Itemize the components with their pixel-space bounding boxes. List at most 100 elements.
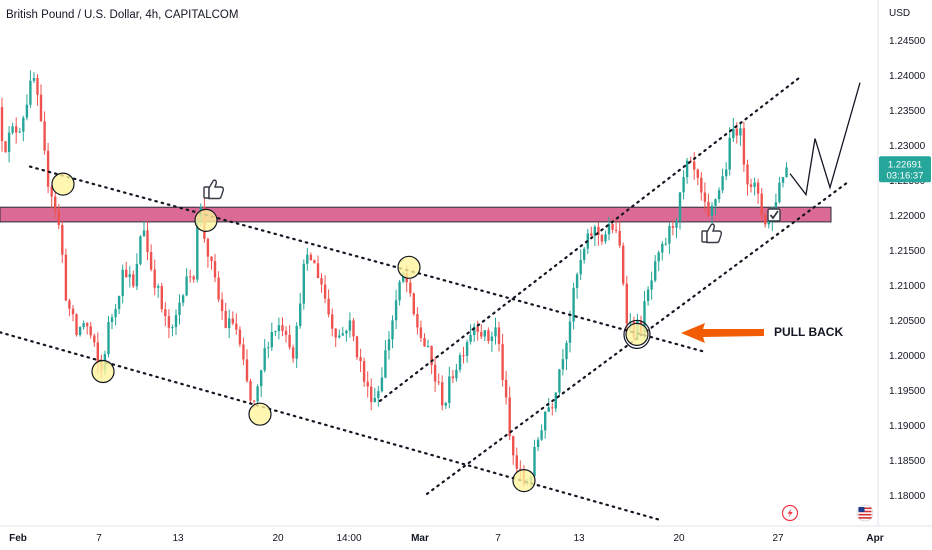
candle-body [547, 407, 550, 412]
candle-body [114, 309, 117, 318]
candle-body [174, 315, 178, 328]
candle-body [735, 128, 738, 136]
candle-body [558, 369, 561, 393]
candle-body [153, 269, 156, 288]
time-axis[interactable]: Feb 7 13 20 14:00 Mar 7 13 20 27 Apr [0, 525, 932, 544]
candle-body [11, 126, 14, 133]
candle-body [490, 336, 494, 341]
candle-body [604, 234, 607, 242]
candle-body [0, 107, 4, 142]
candle-body [515, 455, 518, 469]
candle-body [732, 128, 735, 138]
candle-body [323, 284, 327, 299]
candle-body [451, 376, 455, 379]
candle-body [149, 252, 153, 270]
candle-body [238, 329, 242, 345]
candle-body [565, 342, 568, 360]
candle-body [68, 300, 71, 309]
thumb-hand [706, 223, 723, 244]
candle-body [487, 330, 490, 341]
flag-stripe [858, 513, 872, 516]
candle-body [235, 323, 238, 330]
candle-body [721, 176, 724, 191]
candle-body [785, 167, 788, 178]
x-tick-label: Mar [411, 533, 429, 544]
candle-body [646, 289, 650, 302]
checkmark-box [767, 208, 781, 222]
price-axis[interactable]: USD1.245001.240001.235001.230001.225001.… [877, 0, 932, 550]
candle-body [252, 400, 256, 402]
candle-body [480, 331, 483, 337]
candle-body [671, 226, 675, 228]
candle-body [110, 317, 114, 322]
candle-body [483, 330, 486, 337]
candle-body [441, 382, 444, 406]
candle-body [50, 186, 53, 197]
candle-body [117, 295, 121, 309]
candle-body [394, 300, 398, 321]
candle-body [597, 226, 600, 235]
touch-point-circle [51, 172, 75, 196]
candle-body [231, 318, 234, 324]
candle-body [611, 224, 614, 230]
candle-body [618, 230, 621, 246]
candle-body [71, 308, 75, 315]
candle-body [192, 276, 195, 280]
candle-body [749, 184, 753, 187]
candle-body [89, 326, 92, 336]
resistance-zone [0, 206, 832, 223]
y-tick-label: 1.18000 [889, 491, 926, 502]
touch-point-circle [625, 322, 649, 346]
x-tick-label: Feb [9, 533, 27, 544]
candle-body [86, 323, 89, 327]
candle-body [696, 169, 699, 178]
last-price-badge[interactable] [879, 156, 931, 183]
candle-body [742, 128, 746, 165]
candle-body [373, 397, 376, 403]
candle-body [583, 248, 586, 260]
chart-title: British Pound / U.S. Dollar, 4h, CAPITAL… [6, 9, 239, 21]
candle-body [96, 342, 99, 363]
candle-body [536, 439, 540, 447]
candle-body [725, 169, 728, 177]
circled-points-layer [51, 172, 651, 493]
candle-body [128, 274, 131, 278]
thumb-hand [208, 179, 225, 200]
candle-body [614, 229, 618, 231]
lightning-event-icon[interactable] [781, 504, 799, 522]
lightning-bolt [787, 508, 793, 518]
candle-body [22, 117, 25, 132]
candle-body [781, 177, 785, 183]
candle-body [433, 364, 437, 382]
candle-body [678, 192, 682, 221]
forecast-path [789, 82, 861, 197]
y-tick-label: 1.20500 [889, 316, 926, 327]
candle-body [391, 320, 394, 340]
candle-body [39, 94, 43, 122]
candle-body [75, 314, 78, 335]
candle-body [774, 202, 778, 208]
candle-body [18, 131, 21, 133]
candle-body [728, 138, 731, 170]
candle-body [64, 254, 68, 301]
candle-body [778, 182, 781, 203]
candle-body [685, 160, 689, 178]
us-flag-icon[interactable] [856, 504, 874, 522]
candle-body [519, 468, 522, 470]
candle-body [494, 327, 497, 337]
thumb-cuff [701, 230, 708, 243]
candle-body [380, 377, 384, 392]
flag-canton [858, 507, 865, 512]
candle-body [717, 190, 721, 200]
y-tick-label: 1.21500 [889, 246, 926, 257]
candle-body [164, 309, 167, 317]
candle-body [533, 447, 536, 477]
candle-body [497, 327, 501, 345]
candle-body [196, 220, 199, 280]
candle-body [82, 323, 85, 328]
candle-body [306, 254, 309, 264]
flag-stripe [858, 507, 872, 510]
x-tick-label: 20 [272, 533, 284, 544]
candle-body [473, 326, 476, 335]
